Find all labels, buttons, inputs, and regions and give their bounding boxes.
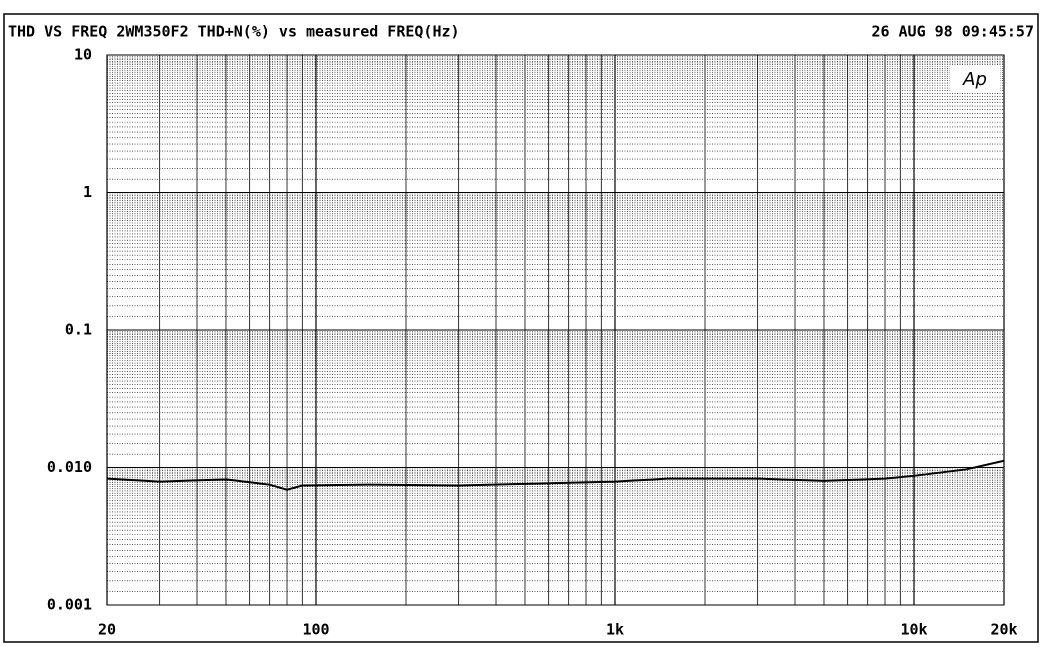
frame — [3, 13, 1039, 643]
x-tick-label: 10k — [900, 621, 927, 639]
x-tick-label: 20k — [990, 621, 1017, 639]
data-line — [106, 459, 1005, 491]
y-tick-label: 0.001 — [47, 596, 92, 614]
x-tick-label: 100 — [302, 621, 329, 639]
chart-title: THD VS FREQ 2WM350F2 THD+N(%) vs measure… — [8, 23, 460, 41]
x-tick-label: 20 — [98, 621, 116, 639]
y-tick-label: 0.010 — [47, 458, 92, 476]
y-tick-label: 0.1 — [65, 321, 92, 339]
y-tick-label: 10 — [74, 46, 92, 64]
y-tick-label: 1 — [83, 183, 92, 201]
timestamp: 26 AUG 98 09:45:57 — [871, 23, 1034, 41]
logo-box — [950, 65, 1000, 93]
x-tick-label: 1k — [606, 621, 624, 639]
logo: Ap — [962, 69, 987, 90]
